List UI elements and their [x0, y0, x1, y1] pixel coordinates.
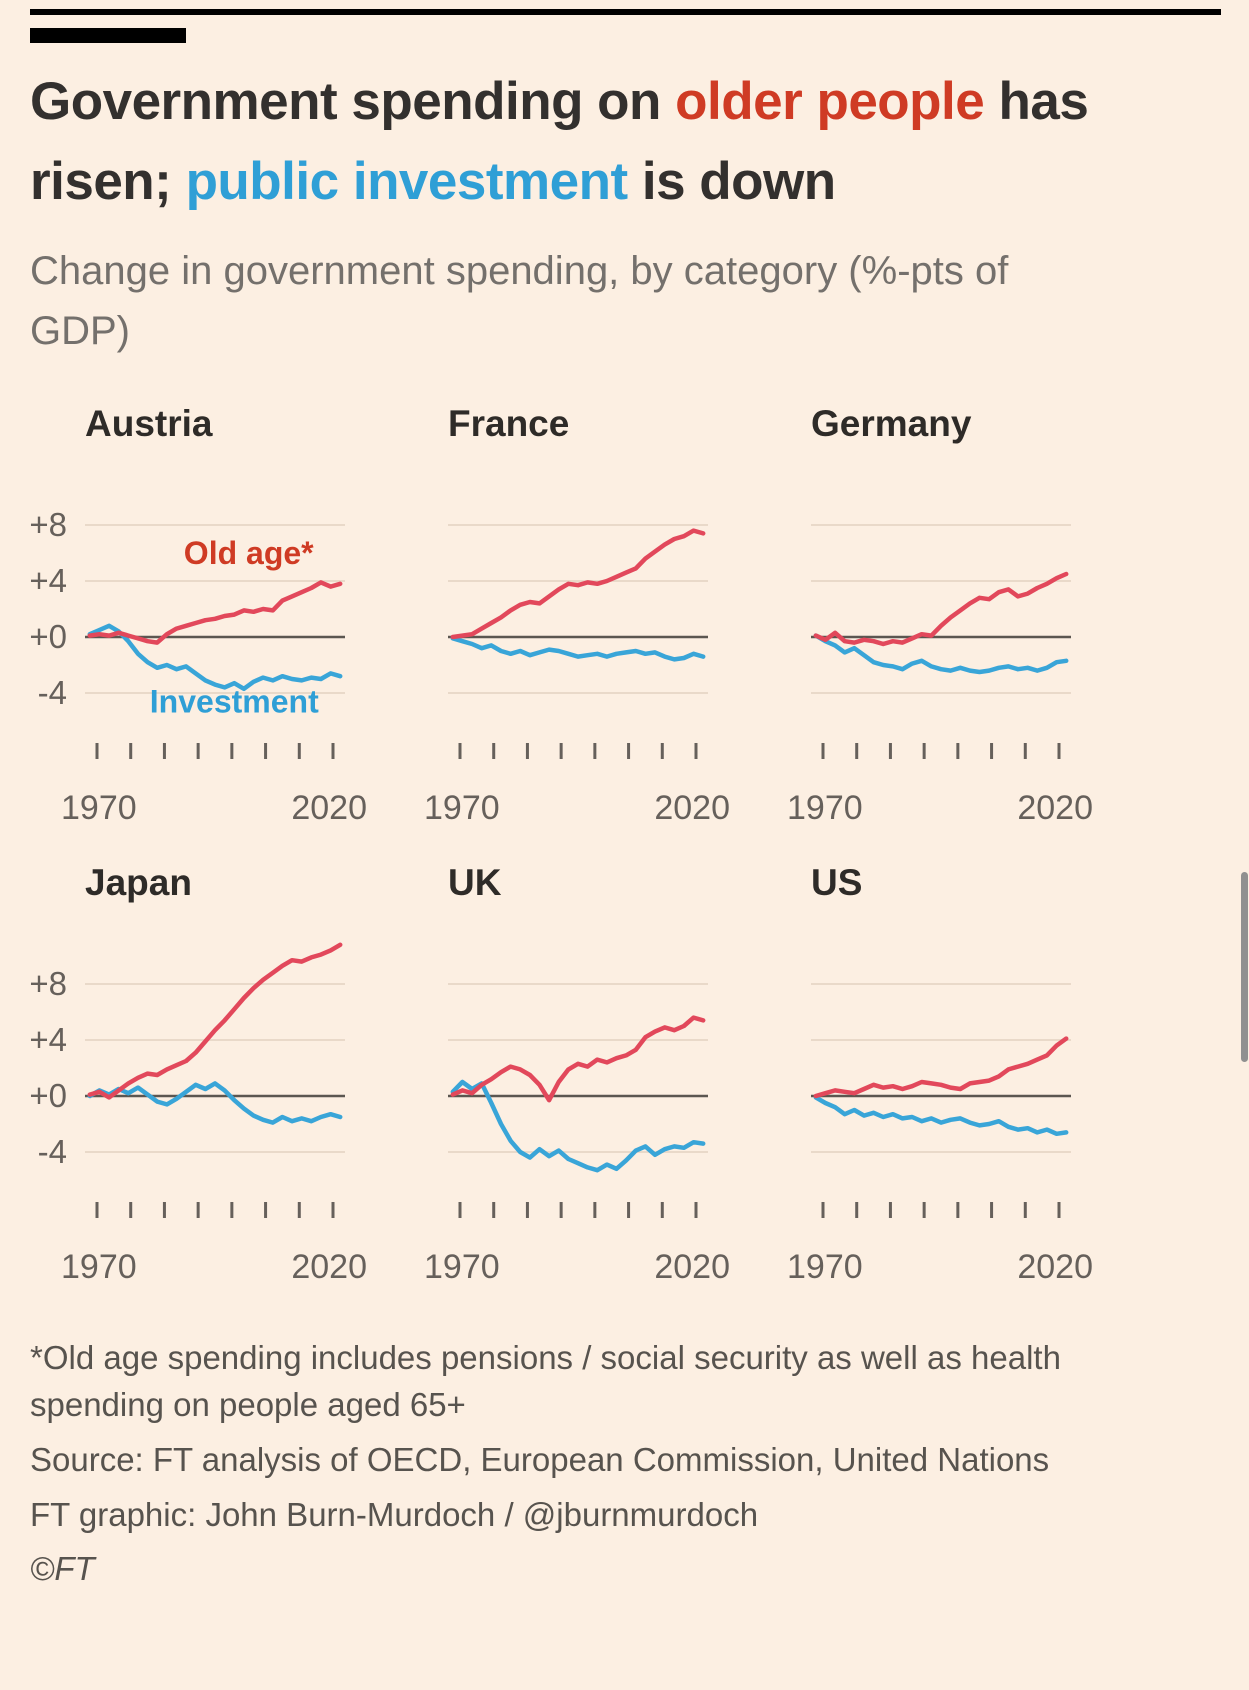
small-multiples-grid: Austria +8 +4 +0 -4 Old age* Investment 1970 202…: [29, 403, 1219, 1287]
old-age-line: [813, 1036, 1069, 1099]
y-axis-label: +0: [29, 1077, 67, 1114]
chart-panel-japan: Japan +8 +4 +0 -4 1970 2020: [29, 862, 367, 1287]
x-axis-labels: 1970 2020: [424, 1248, 730, 1287]
old-age-annotation: Old age*: [184, 535, 314, 571]
x-axis-labels: 1970 2020: [787, 1248, 1093, 1287]
investment-line: [813, 1095, 1069, 1137]
panel-plot: [448, 983, 708, 1218]
panel-title: UK: [448, 862, 502, 903]
scrollbar-thumb[interactable]: [1241, 872, 1248, 1062]
x-axis-label-start: 1970: [787, 1248, 863, 1286]
y-axis-label: +4: [29, 1021, 67, 1058]
source-line: Source: FT analysis of OECD, European Co…: [30, 1440, 1050, 1478]
x-axis-label-start: 1970: [61, 789, 137, 827]
panel-plot: [448, 524, 708, 759]
x-axis-labels: 1970 2020: [61, 789, 367, 828]
panel-title: Austria: [85, 403, 213, 444]
x-axis-labels: 1970 2020: [424, 789, 730, 828]
investment-line: [450, 1079, 706, 1173]
old-age-line: [450, 1015, 706, 1103]
chart-footer: *Old age spending includes pensions / so…: [30, 1335, 1219, 1593]
investment-annotation: Investment: [150, 684, 319, 720]
x-axis-label-end: 2020: [654, 1248, 730, 1286]
panel-title: US: [811, 862, 863, 903]
chart-panel-us: US 1970 2020: [787, 862, 1093, 1287]
x-axis-label-end: 2020: [1017, 1248, 1093, 1286]
old-age-line: [87, 942, 343, 1100]
copyright: ©FT: [30, 1550, 95, 1588]
panel-plot: +8 +4 +0 -4 Old age* Investment: [29, 506, 345, 759]
title-segment-blue: public investment: [185, 151, 629, 211]
old-age-line: [813, 571, 1069, 647]
y-axis-label: +0: [29, 618, 67, 655]
title-segment-dark: is down: [627, 151, 836, 211]
credit-line: FT graphic: John Burn-Murdoch / @jburnmu…: [30, 1495, 759, 1533]
investment-line: [450, 636, 706, 662]
x-axis-label-end: 2020: [291, 789, 367, 827]
x-axis-label-start: 1970: [424, 1248, 500, 1286]
chart-panel-uk: UK 1970 2020: [424, 862, 730, 1287]
chart-panel-france: France 1970 2020: [424, 403, 730, 828]
y-axis-label: +8: [29, 506, 67, 543]
panel-title: Japan: [85, 862, 192, 903]
chart-panel-germany: Germany 1970 2020: [787, 403, 1093, 828]
y-axis-label: -4: [38, 1133, 67, 1170]
panel-plot: [811, 524, 1071, 759]
y-axis-label: +8: [29, 965, 67, 1002]
top-rule: [30, 9, 1221, 15]
x-axis-label-end: 2020: [654, 789, 730, 827]
investment-line: [87, 1081, 343, 1125]
old-age-line: [87, 580, 343, 645]
footnote: *Old age spending includes pensions / so…: [30, 1339, 1061, 1423]
section-marker-bar: [30, 28, 186, 43]
x-axis-labels: 1970 2020: [61, 1248, 367, 1287]
y-axis-label: -4: [38, 674, 67, 711]
panel-title: France: [448, 403, 570, 444]
title-segment-dark: has risen;: [30, 72, 1089, 211]
old-age-line: [450, 528, 706, 640]
x-axis-label-end: 2020: [291, 1248, 367, 1286]
title-segment-red: older people: [675, 72, 985, 131]
y-axis-label: +4: [29, 562, 67, 599]
x-axis-label-start: 1970: [424, 789, 500, 827]
panel-plot: +8 +4 +0 -4: [29, 942, 345, 1218]
title-segment-dark: Government spending on: [30, 72, 676, 131]
panel-title: Germany: [811, 403, 972, 444]
x-axis-label-end: 2020: [1017, 789, 1093, 827]
x-axis-labels: 1970 2020: [787, 789, 1093, 828]
investment-line: [87, 623, 343, 692]
investment-line: [813, 633, 1069, 675]
chart-subtitle: Change in government spending, by catego…: [30, 249, 1009, 353]
page-title: Government spending on older people has …: [30, 62, 1150, 221]
x-axis-label-start: 1970: [787, 789, 863, 827]
panel-plot: [811, 983, 1071, 1218]
chart-panel-austria: Austria +8 +4 +0 -4 Old age* Investment 1970 202…: [29, 403, 367, 828]
x-axis-label-start: 1970: [61, 1248, 137, 1286]
